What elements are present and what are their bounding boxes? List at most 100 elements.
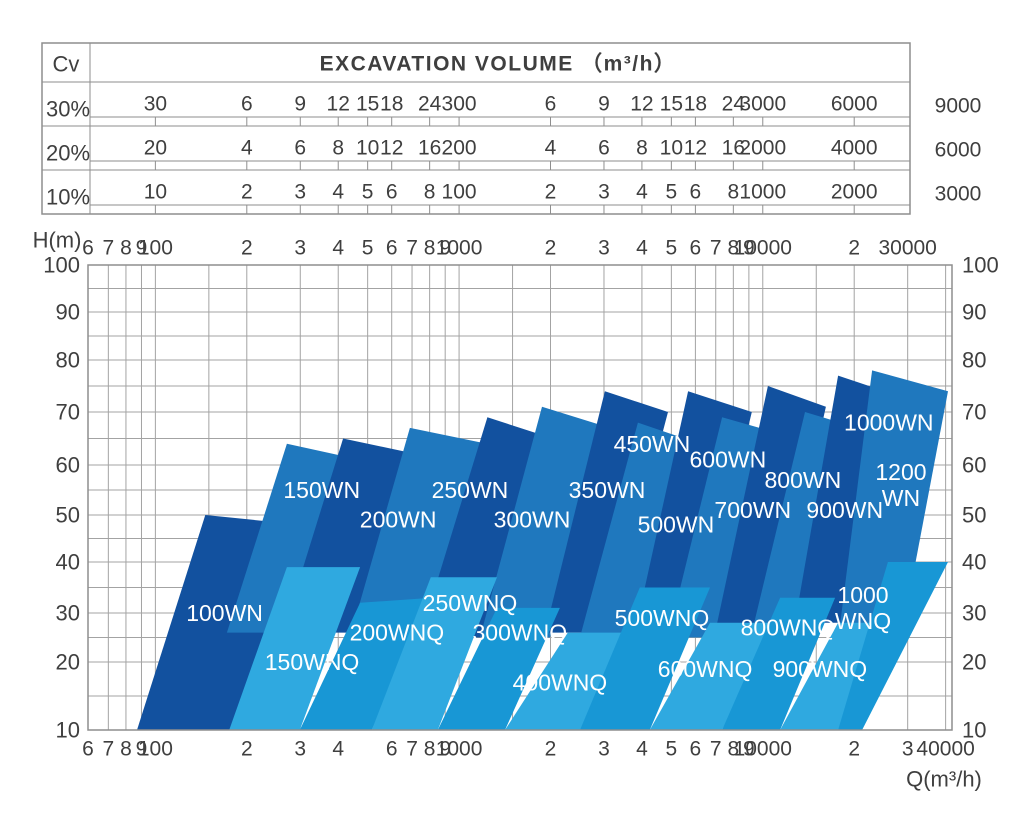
table-cell: 18 (684, 93, 707, 116)
top-axis-tick-label: 6 (690, 237, 702, 260)
y-axis-label-left: 10 (56, 718, 80, 743)
table-outer-border (41, 42, 911, 215)
table-cell: 12 (327, 93, 350, 116)
y-axis-label-left: 60 (56, 453, 80, 478)
y-axis-label-right: 20 (962, 650, 986, 675)
table-cell: 18 (380, 93, 403, 116)
bottom-axis-tick-label: 9 (743, 738, 755, 761)
bottom-axis-tick-label: 4 (332, 738, 344, 761)
table-cell: 6 (690, 181, 702, 204)
y-axis-label-left: 90 (56, 300, 80, 325)
pump-label-800WN: 800WN (764, 467, 841, 493)
bottom-axis-tick-label: 2 (545, 738, 557, 761)
y-axis-label-left: 80 (56, 348, 80, 373)
pump-label-500WNQ: 500WNQ (615, 605, 710, 631)
top-axis-tick-label: 2 (848, 237, 860, 260)
bottom-axis-tick-label: 6 (82, 738, 94, 761)
y-axis-label-right: 90 (962, 300, 986, 325)
bottom-axis-tick-label: 2 (848, 738, 860, 761)
table-cell: 3 (294, 181, 306, 204)
pump-label-250WN: 250WN (432, 477, 509, 503)
table-cell: 300 (442, 93, 477, 116)
bottom-axis-tick-label: 3 (294, 738, 306, 761)
pump-region-350WN (480, 406, 610, 638)
top-axis-tick-label: 4 (636, 237, 648, 260)
h-axis-title: H(m) (33, 228, 82, 253)
q-axis-title: Q(m³/h) (906, 767, 982, 792)
top-axis-tick-label: 8 (728, 237, 740, 260)
bottom-axis-tick-label: 7 (710, 738, 722, 761)
pump-label-350WN: 350WN (569, 477, 646, 503)
top-axis-tick-label: 9 (439, 237, 451, 260)
bottom-axis-tick-label: 8 (728, 738, 740, 761)
pump-label-1200WN: 1200 (875, 459, 926, 485)
bottom-axis-tick-label: 8 (120, 738, 132, 761)
top-axis-tick-label: 6 (386, 237, 398, 260)
table-cell: 10 (356, 137, 379, 160)
plot-border (87, 264, 953, 731)
table-cell: 3 (598, 181, 610, 204)
pump-region-900WNQ (780, 622, 888, 730)
y-axis-label-right: 30 (962, 601, 986, 626)
top-axis-tick-label: 100 (138, 237, 173, 260)
bottom-axis-tick-label: 9 (439, 738, 451, 761)
pump-region-250WN (349, 427, 487, 638)
pump-region-1000WNQ (838, 562, 948, 730)
table-cell: 4 (241, 137, 253, 160)
top-axis-tick-label: 10000 (734, 237, 792, 260)
table-cell: 8 (424, 181, 436, 204)
y-axis-label-left: 100 (43, 253, 80, 278)
y-axis-label-left: 50 (56, 503, 80, 528)
bottom-axis-tick-label: 4 (636, 738, 648, 761)
table-cell: 100 (442, 181, 477, 204)
table-cell: 4 (636, 181, 648, 204)
pump-region-300WNQ (437, 607, 560, 730)
top-axis-tick-label: 1000 (436, 237, 483, 260)
table-cell: 6000 (831, 93, 878, 116)
table-cell: 8 (636, 137, 648, 160)
table-cell: 1000 (739, 181, 786, 204)
top-axis-tick-label: 9 (743, 237, 755, 260)
y-axis-label-left: 40 (56, 550, 80, 575)
pump-region-800WNQ (722, 597, 836, 730)
y-axis-label-right: 10 (962, 718, 986, 743)
y-axis-label-left: 30 (56, 601, 80, 626)
table-cell: 10 (144, 181, 167, 204)
bottom-axis-tick-label: 9 (136, 738, 148, 761)
pump-label-300WNQ: 300WNQ (473, 620, 568, 646)
pump-label-100WN: 100WN (186, 600, 263, 626)
top-axis-tick-label: 7 (406, 237, 418, 260)
pump-label-300WN: 300WN (494, 507, 571, 533)
table-cell: 4 (545, 137, 557, 160)
pump-label-900WN: 900WN (806, 497, 883, 523)
bottom-axis-tick-label: 3 (598, 738, 610, 761)
table-cell: 5 (362, 181, 374, 204)
pump-label-500WN: 500WN (638, 511, 715, 537)
top-axis-tick-label: 30000 (878, 237, 936, 260)
table-outside-label: 6000 (935, 139, 982, 162)
top-axis-tick-label: 7 (102, 237, 114, 260)
table-cell: 9 (598, 93, 610, 116)
bottom-axis-tick-label: 40000 (916, 738, 974, 761)
y-axis-label-right: 50 (962, 503, 986, 528)
table-cell: 16 (722, 137, 745, 160)
pump-label-900WNQ: 900WNQ (773, 656, 868, 682)
table-cell: 16 (418, 137, 441, 160)
table-outside-label: 3000 (935, 183, 982, 206)
bottom-axis-tick-label: 5 (666, 738, 678, 761)
table-cell: 8 (728, 181, 740, 204)
bottom-axis-tick-label: 8 (424, 738, 436, 761)
pump-region-250WNQ (371, 577, 497, 730)
table-title: EXCAVATION VOLUME （m³/h） (320, 52, 677, 76)
y-axis-label-left: 70 (56, 400, 80, 425)
table-cell: 200 (442, 137, 477, 160)
table-cell: 5 (666, 181, 678, 204)
y-axis-label-left: 20 (56, 650, 80, 675)
y-axis-label-right: 100 (962, 253, 999, 278)
bottom-axis-tick-label: 100 (138, 738, 173, 761)
